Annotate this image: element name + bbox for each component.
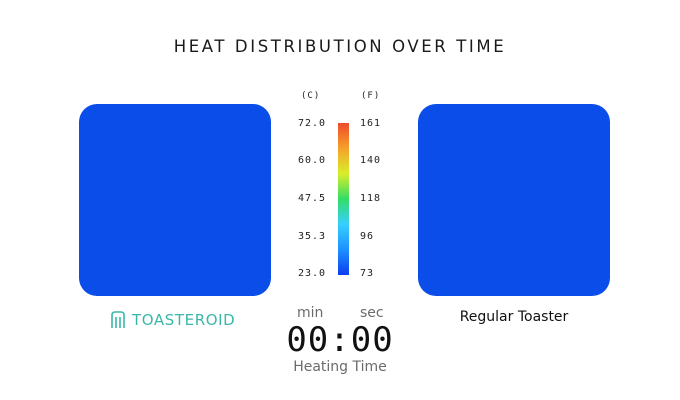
seconds-label: sec	[360, 305, 384, 321]
celsius-header: (C)	[301, 91, 321, 101]
toasteroid-heat-panel	[79, 104, 271, 296]
regular-toaster-label: Regular Toaster	[459, 309, 569, 325]
fahrenheit-tick: 118	[360, 193, 382, 204]
fahrenheit-tick: 140	[360, 155, 382, 166]
brand-name: TOASTEROID	[132, 311, 236, 329]
minutes-label: min	[297, 305, 324, 321]
heating-time-caption: Heating Time	[293, 359, 387, 375]
celsius-tick: 60.0	[298, 155, 327, 166]
page-title: HEAT DISTRIBUTION OVER TIME	[173, 37, 507, 56]
celsius-tick: 35.3	[298, 231, 327, 242]
fahrenheit-tick: 73	[360, 268, 375, 279]
celsius-tick: 47.5	[298, 193, 327, 204]
toasteroid-brand: TOASTEROID	[110, 309, 235, 331]
celsius-tick: 23.0	[298, 268, 327, 279]
fahrenheit-header: (F)	[361, 91, 381, 101]
fahrenheit-tick: 161	[360, 118, 382, 129]
toasteroid-logo-icon	[111, 311, 125, 328]
fahrenheit-tick: 96	[360, 231, 375, 242]
temperature-color-bar	[338, 123, 349, 275]
regular-toaster-heat-panel	[418, 104, 610, 296]
celsius-tick: 72.0	[298, 118, 327, 129]
heating-timer: 00:00	[286, 320, 394, 360]
